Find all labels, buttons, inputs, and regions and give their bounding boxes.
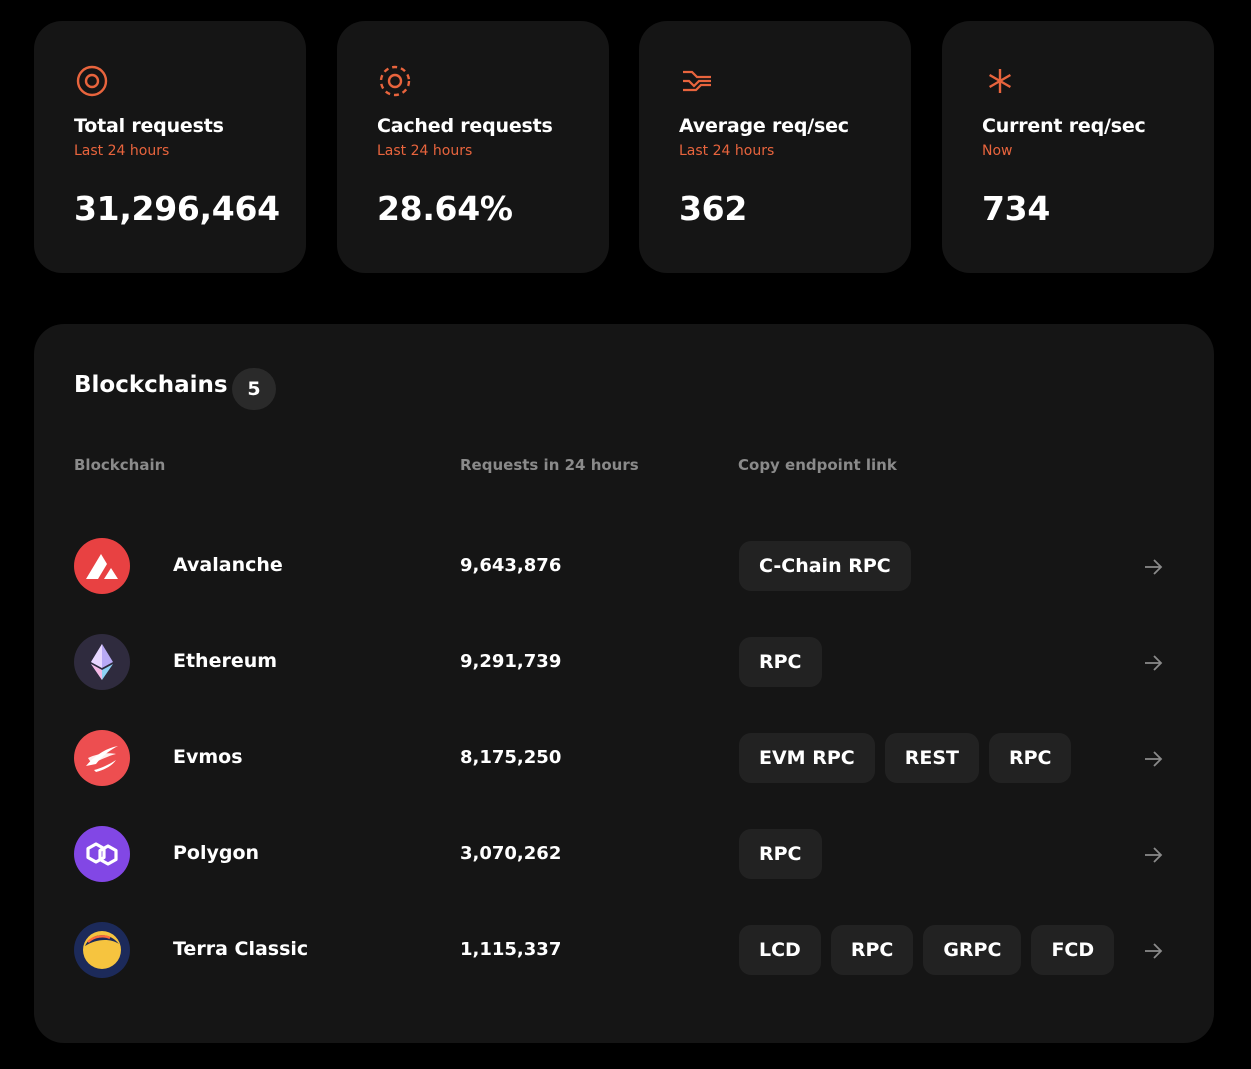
endpoint-buttons: EVM RPC REST RPC	[739, 733, 1072, 783]
column-header-requests: Requests in 24 hours	[460, 456, 639, 474]
endpoint-button-rest[interactable]: REST	[884, 733, 979, 783]
stat-title: Total requests	[74, 115, 224, 137]
blockchains-panel: Blockchains 5 Blockchain Requests in 24 …	[34, 324, 1214, 1043]
endpoint-button-rpc[interactable]: RPC	[988, 733, 1072, 783]
table-row: Terra Classic 1,115,337 LCD RPC GRPC FCD	[34, 920, 1214, 980]
arrow-right-icon[interactable]	[1142, 844, 1164, 866]
stat-title: Current req/sec	[982, 115, 1146, 137]
target-icon	[76, 65, 108, 97]
stat-card-current-req-sec: Current req/sec Now 734	[942, 21, 1214, 273]
request-count: 9,291,739	[460, 651, 562, 672]
wave-lines-icon	[683, 70, 711, 92]
stat-subtitle: Last 24 hours	[377, 143, 473, 159]
stat-title: Average req/sec	[679, 115, 849, 137]
endpoint-button-lcd[interactable]: LCD	[739, 925, 821, 975]
stat-value: 31,296,464	[74, 189, 280, 228]
ethereum-logo	[74, 634, 130, 690]
arrow-right-icon[interactable]	[1142, 748, 1164, 770]
dashed-target-icon	[379, 65, 411, 97]
endpoint-buttons: C-Chain RPC	[739, 541, 911, 591]
arrow-right-icon[interactable]	[1142, 940, 1164, 962]
column-header-blockchain: Blockchain	[74, 456, 166, 474]
endpoint-buttons: RPC	[739, 829, 822, 879]
ethereum-icon	[91, 644, 113, 680]
column-header-endpoint: Copy endpoint link	[738, 456, 897, 474]
stat-value: 28.64%	[377, 189, 513, 228]
stat-subtitle: Last 24 hours	[679, 143, 775, 159]
table-row: Evmos 8,175,250 EVM RPC REST RPC	[34, 728, 1214, 788]
avalanche-icon	[86, 554, 118, 579]
arrow-right-icon[interactable]	[1142, 652, 1164, 674]
request-count: 3,070,262	[460, 843, 562, 864]
endpoint-button-fcd[interactable]: FCD	[1031, 925, 1115, 975]
endpoint-button-grpc[interactable]: GRPC	[923, 925, 1022, 975]
endpoint-button-c-chain-rpc[interactable]: C-Chain RPC	[739, 541, 911, 591]
stat-card-average-req-sec: Average req/sec Last 24 hours 362	[639, 21, 911, 273]
chain-name: Polygon	[173, 842, 260, 864]
endpoint-button-rpc[interactable]: RPC	[739, 637, 822, 687]
polygon-icon	[86, 842, 118, 866]
panel-title: Blockchains	[74, 372, 228, 398]
count-badge: 5	[232, 368, 276, 410]
stat-subtitle: Now	[982, 143, 1013, 159]
endpoint-buttons: LCD RPC GRPC FCD	[739, 925, 1115, 975]
table-row: Polygon 3,070,262 RPC	[34, 824, 1214, 884]
terra-classic-icon	[83, 931, 121, 969]
stat-subtitle: Last 24 hours	[74, 143, 170, 159]
stat-value: 734	[982, 189, 1050, 228]
avalanche-logo	[74, 538, 130, 594]
evmos-icon	[86, 746, 118, 772]
stat-card-cached-requests: Cached requests Last 24 hours 28.64%	[337, 21, 609, 273]
request-count: 8,175,250	[460, 747, 562, 768]
stat-value: 362	[679, 189, 747, 228]
chain-name: Ethereum	[173, 650, 278, 672]
stat-title: Cached requests	[377, 115, 553, 137]
endpoint-button-evm-rpc[interactable]: EVM RPC	[739, 733, 875, 783]
endpoint-buttons: RPC	[739, 637, 822, 687]
terra-classic-logo	[74, 922, 130, 978]
endpoint-button-rpc[interactable]: RPC	[830, 925, 914, 975]
arrow-right-icon[interactable]	[1142, 556, 1164, 578]
polygon-logo	[74, 826, 130, 882]
request-count: 1,115,337	[460, 939, 562, 960]
table-row: Avalanche 9,643,876 C-Chain RPC	[34, 536, 1214, 596]
table-row: Ethereum 9,291,739 RPC	[34, 632, 1214, 692]
chain-name: Evmos	[173, 746, 243, 768]
asterisk-icon	[989, 69, 1011, 93]
evmos-logo	[74, 730, 130, 786]
chain-name: Terra Classic	[173, 938, 309, 960]
stat-card-total-requests: Total requests Last 24 hours 31,296,464	[34, 21, 306, 273]
chain-name: Avalanche	[173, 554, 283, 576]
endpoint-button-rpc[interactable]: RPC	[739, 829, 822, 879]
request-count: 9,643,876	[460, 555, 562, 576]
